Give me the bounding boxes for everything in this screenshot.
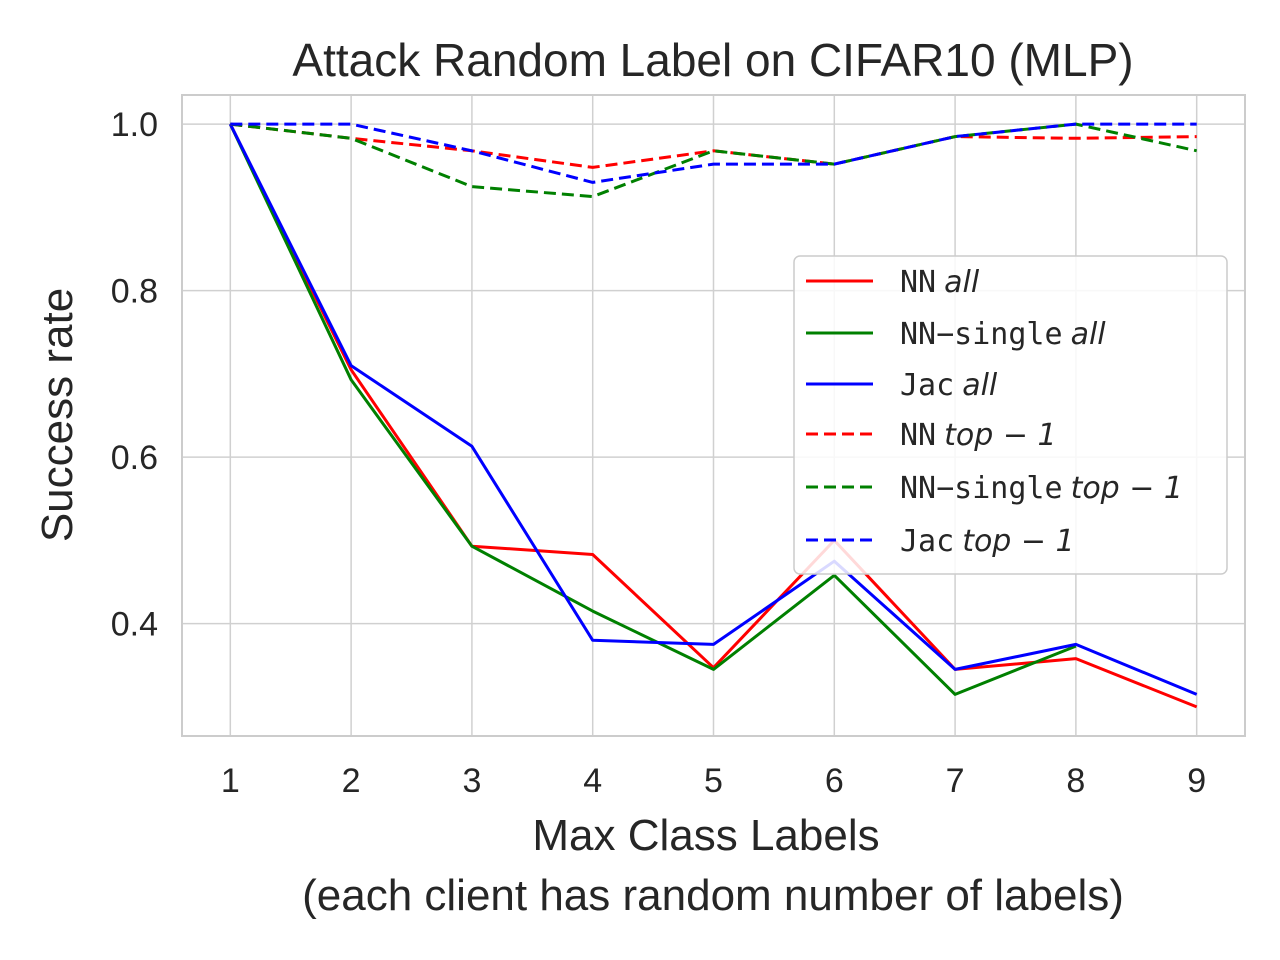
legend-label: Jac all xyxy=(900,368,998,403)
legend: NN all NN−single all Jac all NN top − 1 NN−singl… xyxy=(793,255,1228,575)
series-line-6 xyxy=(230,122,1197,184)
series-group xyxy=(228,122,1198,709)
x-tick-label: 5 xyxy=(704,762,723,800)
legend-label: NN−single top − 1 xyxy=(900,471,1183,506)
x-tick-label: 4 xyxy=(583,762,602,800)
y-tick-label: 0.6 xyxy=(111,439,158,477)
y-axis-title: Success rate xyxy=(33,288,82,542)
x-tick-label: 6 xyxy=(825,762,844,800)
x-tick-label: 1 xyxy=(221,762,240,800)
legend-label: Jac top − 1 xyxy=(900,524,1075,559)
series-line-2 xyxy=(228,123,1077,696)
chart-title: Attack Random Label on CIFAR10 (MLP) xyxy=(292,34,1133,86)
x-tick-label: 9 xyxy=(1187,762,1206,800)
plot-frame xyxy=(181,94,1246,737)
series-line-3 xyxy=(228,123,1198,696)
series-line-4 xyxy=(230,122,1197,169)
y-tick-label: 0.4 xyxy=(111,606,158,644)
x-tick-label: 7 xyxy=(946,762,965,800)
legend-label: NN top − 1 xyxy=(900,418,1057,453)
y-tick-label: 0.8 xyxy=(111,273,158,311)
legend-frame xyxy=(793,255,1228,575)
legend-label: NN−single all xyxy=(900,317,1106,352)
tick-labels: 1 2 3 4 5 6 7 8 9 0.4 0.6 0.8 1.0 xyxy=(111,106,1206,800)
legend-label: NN all xyxy=(900,265,980,300)
x-tick-label: 3 xyxy=(462,762,481,800)
x-tick-label: 2 xyxy=(342,762,361,800)
x-axis-title: Max Class Labels xyxy=(532,811,879,860)
x-axis-subtitle: (each client has random number of labels… xyxy=(302,871,1124,920)
x-tick-label: 8 xyxy=(1066,762,1085,800)
legend-items: NN all NN−single all Jac all NN top − 1 NN−singl… xyxy=(806,265,1183,559)
y-tick-label: 1.0 xyxy=(111,106,158,144)
